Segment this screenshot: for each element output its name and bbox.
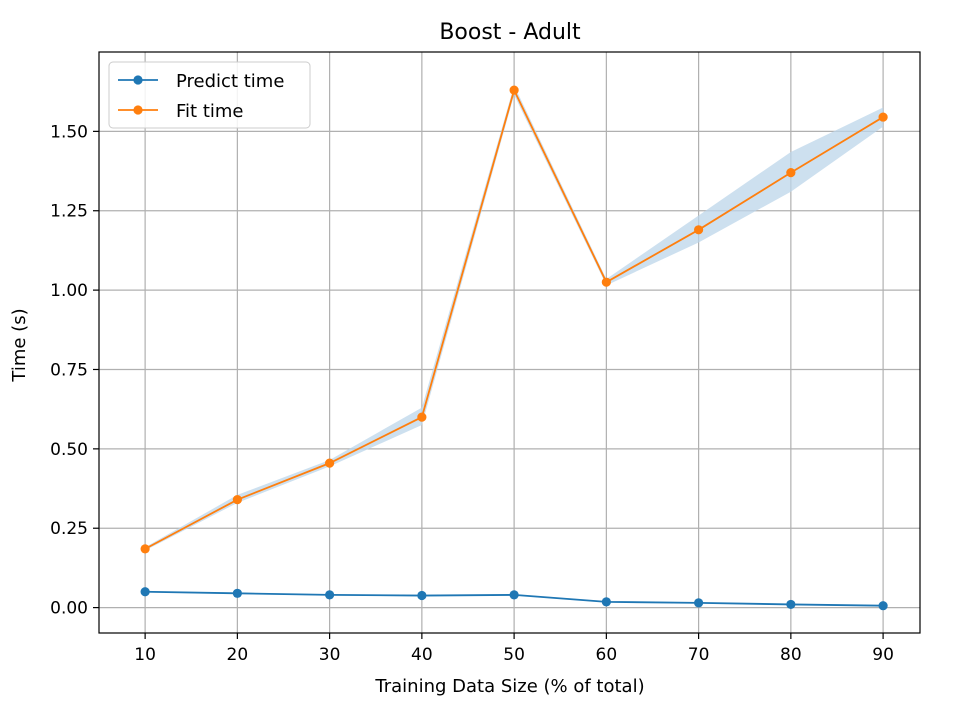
x-axis-label: Training Data Size (% of total) bbox=[374, 676, 644, 697]
x-tick-label: 50 bbox=[503, 645, 525, 665]
x-tick-label: 30 bbox=[319, 645, 341, 665]
legend-marker-fit-time bbox=[133, 105, 143, 115]
x-tick-label: 60 bbox=[596, 645, 618, 665]
predict-time-point bbox=[140, 587, 150, 597]
predict-time-point bbox=[417, 590, 427, 601]
y-tick-label: 0.50 bbox=[50, 440, 88, 460]
predict-time-point bbox=[601, 597, 611, 607]
fit-time-point bbox=[786, 168, 796, 178]
grid bbox=[99, 52, 920, 633]
legend: Predict time Fit time bbox=[108, 61, 311, 129]
fit-time-point bbox=[509, 85, 519, 95]
series-points bbox=[140, 85, 888, 611]
x-tick-label: 10 bbox=[134, 645, 156, 665]
y-axis-ticks: 0.00 0.25 0.50 0.75 1.00 1.25 1.50 bbox=[50, 122, 99, 619]
y-tick-label: 1.50 bbox=[50, 122, 88, 142]
y-tick-label: 1.25 bbox=[50, 202, 88, 222]
fit-time-point bbox=[878, 112, 888, 122]
x-tick-label: 80 bbox=[780, 645, 802, 665]
y-tick-label: 0.75 bbox=[50, 360, 88, 380]
plot-frame bbox=[98, 51, 921, 634]
chart-title: Boost - Adult bbox=[439, 20, 581, 45]
predict-time-point bbox=[325, 590, 335, 600]
y-tick-label: 0.00 bbox=[50, 599, 88, 619]
fit-time-point bbox=[601, 277, 611, 287]
predict-time-point bbox=[878, 601, 888, 611]
x-tick-label: 40 bbox=[411, 645, 433, 665]
fit-time-point bbox=[140, 544, 150, 554]
predict-time-point bbox=[232, 588, 242, 598]
fit-time-point bbox=[694, 225, 704, 235]
legend-box bbox=[108, 61, 311, 129]
x-axis-ticks: 10 20 30 40 50 60 70 80 90 bbox=[134, 633, 894, 665]
legend-label-predict-time: Predict time bbox=[176, 71, 284, 92]
y-axis-label: Time (s) bbox=[9, 308, 30, 382]
fit-time-point bbox=[232, 495, 242, 505]
y-tick-label: 0.25 bbox=[50, 519, 88, 539]
y-tick-label: 1.00 bbox=[50, 281, 88, 301]
x-tick-label: 20 bbox=[227, 645, 249, 665]
legend-label-fit-time: Fit time bbox=[176, 101, 244, 122]
legend-marker-predict-time bbox=[133, 75, 143, 85]
predict-time-point bbox=[694, 598, 704, 608]
fit-time-point bbox=[417, 412, 427, 422]
x-tick-label: 90 bbox=[872, 645, 894, 665]
x-tick-label: 70 bbox=[688, 645, 710, 665]
predict-time-point bbox=[786, 599, 796, 610]
fit-time-point bbox=[325, 458, 335, 468]
predict-time-point bbox=[509, 590, 519, 600]
